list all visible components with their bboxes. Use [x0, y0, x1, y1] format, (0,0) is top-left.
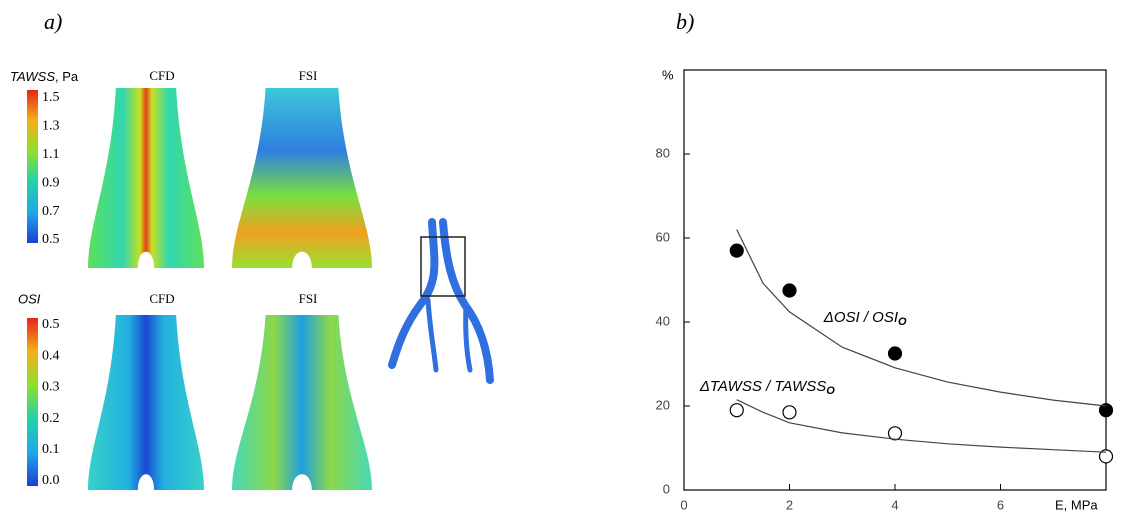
colorbar-tick-label: 0.0 — [42, 473, 60, 488]
colorbar — [27, 90, 38, 243]
panel-label: b) — [676, 9, 694, 34]
title: TAWSS — [10, 69, 55, 84]
contour-map — [88, 88, 204, 268]
column-label: FSI — [299, 68, 318, 83]
x-axis-label: E, MPa — [1055, 497, 1098, 512]
contour-map — [232, 315, 372, 490]
contour-map — [232, 88, 372, 268]
annotation-subscript: O — [898, 316, 907, 328]
colorbar-tick-label: 0.5 — [42, 232, 60, 247]
y-tick-label: 0 — [663, 481, 670, 496]
column-label: CFD — [149, 291, 174, 306]
colorbar-tick-label: 1.1 — [42, 147, 60, 162]
panel-label: a) — [44, 9, 62, 34]
y-tick-label: 80 — [656, 145, 670, 160]
data-point — [730, 404, 743, 417]
data-point — [889, 427, 902, 440]
contour-map — [88, 315, 204, 490]
colorbar-tick-label: 1.3 — [42, 119, 60, 134]
x-tick-label: 2 — [786, 497, 793, 512]
annotation-subscript: O — [826, 385, 835, 397]
colorbar-tick-label: 0.1 — [42, 442, 60, 457]
data-point — [889, 347, 902, 360]
column-label: CFD — [149, 68, 174, 83]
column-label: FSI — [299, 291, 318, 306]
colorbar-title: TAWSS, Pa — [10, 69, 79, 84]
annotation: ΔTAWSS / TAWSSO — [699, 378, 835, 397]
annotation: ΔOSI / OSIO — [823, 309, 907, 328]
colorbar-tick-label: 0.4 — [42, 348, 60, 363]
figure: a) TAWSS, Pa OSI CFD FSI CFD FSI 1.5 1.3 1… — [0, 0, 1121, 515]
unit: , Pa — [55, 69, 79, 84]
colorbar-tick-label: 0.7 — [42, 204, 60, 219]
colorbar-tick-label: 0.5 — [42, 317, 60, 332]
x-tick-label: 6 — [997, 497, 1004, 512]
colorbar-tick-label: 0.9 — [42, 175, 60, 190]
colorbar-tick-label: 0.2 — [42, 411, 60, 426]
colorbar-title: OSI — [18, 291, 41, 306]
data-point — [783, 406, 796, 419]
annotation-text: ΔOSI / OSI — [823, 309, 898, 326]
y-tick-label: 40 — [656, 313, 670, 328]
colorbar-tick-label: 1.5 — [42, 90, 60, 105]
x-tick-label: 4 — [891, 497, 898, 512]
y-tick-label: 60 — [656, 229, 670, 244]
panel-a: a) TAWSS, Pa OSI CFD FSI CFD FSI 1.5 1.3 1… — [10, 9, 490, 490]
annotation-text: ΔTAWSS / TAWSS — [699, 378, 826, 395]
y-axis-label: % — [662, 67, 674, 82]
data-point — [730, 244, 743, 257]
data-point — [783, 284, 796, 297]
colorbar — [27, 318, 38, 486]
y-tick-label: 20 — [656, 397, 670, 412]
colorbar-tick-label: 0.3 — [42, 380, 60, 395]
x-tick-label: 0 — [680, 497, 687, 512]
artery-model — [392, 222, 490, 380]
